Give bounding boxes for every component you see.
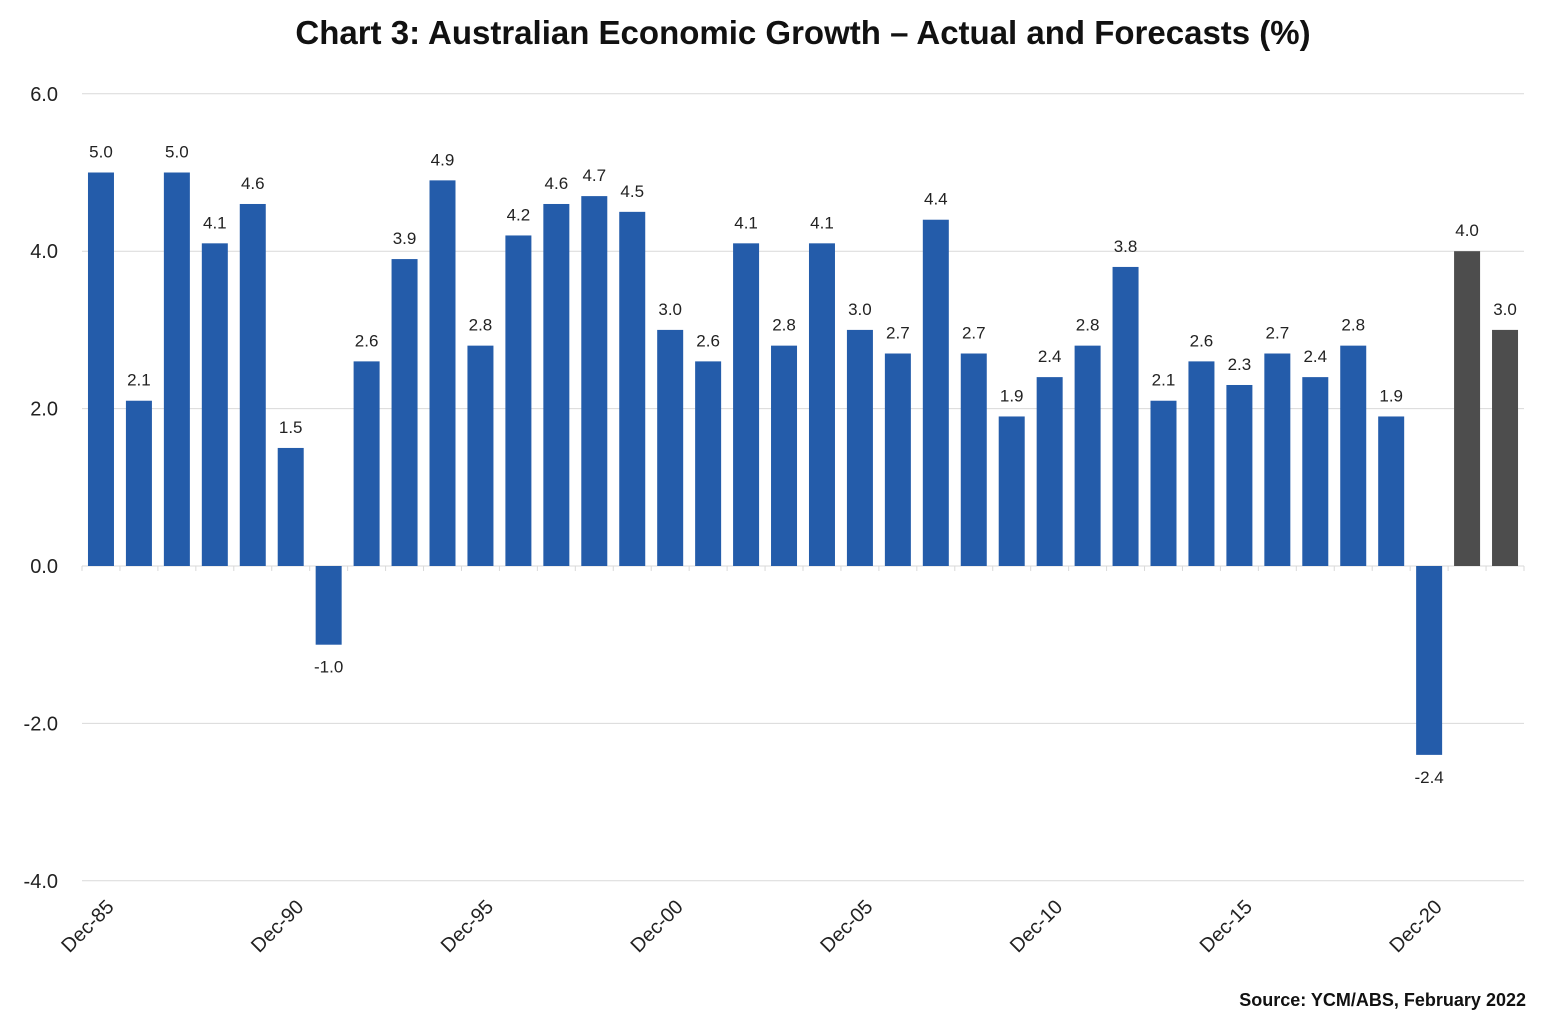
data-label: 2.3 (1228, 355, 1252, 374)
y-tick-label: 2.0 (30, 399, 58, 421)
bar (201, 243, 228, 566)
bar (581, 196, 608, 567)
data-label: 1.9 (1000, 386, 1024, 405)
bar (1340, 345, 1367, 566)
x-tick-label: Dec-15 (1196, 896, 1257, 957)
data-label: 4.1 (203, 213, 227, 232)
data-label: 4.1 (734, 213, 758, 232)
data-label: 4.2 (507, 205, 531, 224)
x-tick-label: Dec-20 (1386, 896, 1447, 957)
bar (846, 329, 873, 566)
data-label: 2.6 (355, 331, 379, 350)
bar (125, 400, 152, 566)
bar (1150, 400, 1177, 566)
data-label: 3.0 (658, 300, 682, 319)
data-label: 2.8 (1076, 316, 1100, 335)
data-label: 3.8 (1114, 237, 1138, 256)
data-label: 2.7 (886, 324, 910, 343)
bar (163, 172, 190, 566)
bar (1416, 566, 1443, 755)
data-label: 2.8 (469, 316, 493, 335)
data-label: 4.6 (545, 174, 569, 193)
bar (1074, 345, 1101, 566)
data-label: 3.0 (1493, 300, 1517, 319)
data-label: 4.6 (241, 174, 265, 193)
bar (315, 566, 342, 645)
source-note: Source: YCM/ABS, February 2022 (1239, 990, 1526, 1010)
bar (543, 203, 570, 567)
x-axis-tick-labels: Dec-85 Dec-90 Dec-95 Dec-00 Dec-05 Dec-10 Dec-… (57, 896, 1446, 957)
data-label: 4.1 (810, 213, 834, 232)
data-label: 5.0 (89, 143, 113, 162)
bar (1264, 353, 1291, 566)
y-axis-tick-labels: 6.0 4.0 2.0 0.0 -2.0 -4.0 (24, 84, 58, 893)
bar (1226, 384, 1253, 566)
bar (619, 211, 646, 566)
bar (998, 416, 1025, 566)
bars (87, 172, 1519, 755)
data-label: 4.7 (582, 166, 606, 185)
bar (429, 180, 456, 566)
bar (1036, 377, 1063, 566)
bar (353, 361, 380, 566)
bar (467, 345, 494, 566)
bar (657, 329, 684, 566)
bar (1378, 416, 1405, 566)
data-label: 4.5 (620, 182, 644, 201)
bar (922, 219, 949, 566)
x-tick-label: Dec-00 (627, 896, 688, 957)
bar (505, 235, 532, 566)
bar (391, 259, 418, 566)
data-labels: 5.0 2.1 5.0 4.1 4.6 1.5 -1.0 2.6 3.9 4.9 2.8 4.2 4.6… (89, 143, 1517, 787)
x-tick-label: Dec-05 (816, 896, 877, 957)
chart-title: Chart 3: Australian Economic Growth – Ac… (295, 14, 1311, 51)
bar (239, 203, 266, 567)
bar (1492, 329, 1519, 566)
data-label: 2.1 (1152, 371, 1176, 390)
data-label: 2.6 (696, 331, 720, 350)
y-tick-label: -4.0 (24, 871, 58, 893)
y-tick-label: 0.0 (30, 556, 58, 578)
bar (733, 243, 760, 566)
data-label: 2.7 (962, 324, 986, 343)
data-label: 4.9 (431, 150, 455, 169)
y-tick-label: 4.0 (30, 241, 58, 263)
bar (960, 353, 987, 566)
bar (87, 172, 114, 566)
data-label: 1.9 (1379, 386, 1403, 405)
bar (1188, 361, 1215, 566)
bar (808, 243, 835, 566)
x-tick-label: Dec-85 (57, 896, 118, 957)
data-label: 2.4 (1303, 347, 1327, 366)
data-label: 3.0 (848, 300, 872, 319)
bar (884, 353, 911, 566)
data-label: 5.0 (165, 143, 189, 162)
data-label: 2.6 (1190, 331, 1214, 350)
x-tick-label: Dec-90 (247, 896, 308, 957)
x-tick-label: Dec-95 (437, 896, 498, 957)
data-label: 2.7 (1266, 324, 1290, 343)
bar (277, 447, 304, 566)
data-label: 4.4 (924, 190, 948, 209)
data-label: 1.5 (279, 418, 303, 437)
data-label: 2.1 (127, 371, 151, 390)
data-label: 3.9 (393, 229, 417, 248)
data-label: 2.8 (772, 316, 796, 335)
data-label: -2.4 (1414, 768, 1443, 787)
data-label: 2.8 (1341, 316, 1365, 335)
bar (695, 361, 722, 566)
data-label: 4.0 (1455, 221, 1479, 240)
y-tick-label: 6.0 (30, 84, 58, 106)
bar (1112, 266, 1139, 566)
data-label: 2.4 (1038, 347, 1062, 366)
bar (1302, 377, 1329, 566)
x-tick-label: Dec-10 (1006, 896, 1067, 957)
bar (771, 345, 798, 566)
data-label: -1.0 (314, 658, 343, 677)
y-tick-label: -2.0 (24, 713, 58, 735)
bar (1454, 251, 1481, 566)
